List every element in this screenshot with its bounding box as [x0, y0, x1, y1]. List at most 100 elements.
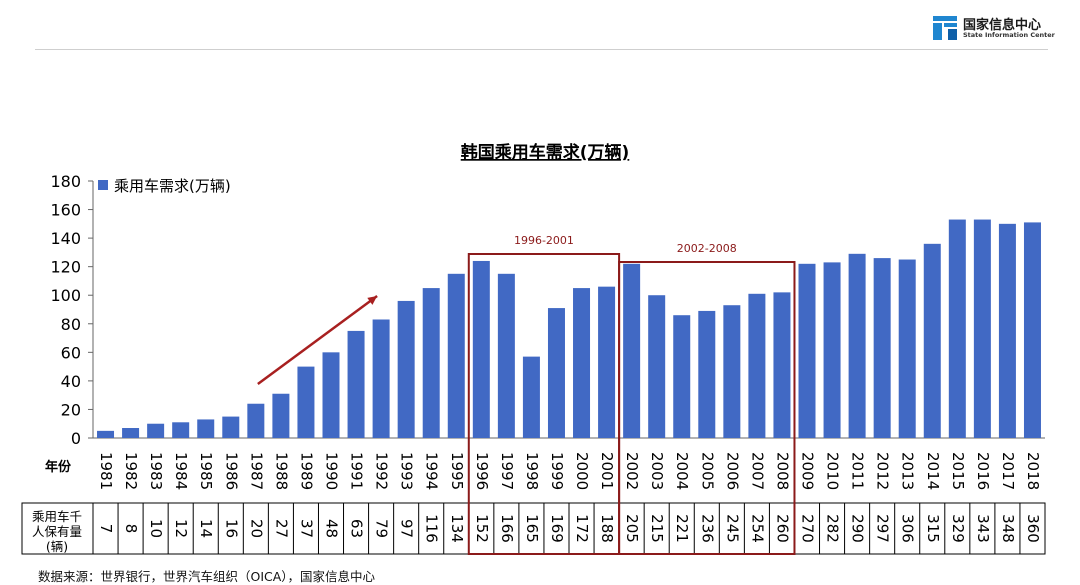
bar-2000: [573, 288, 591, 438]
bar-2017: [998, 223, 1016, 438]
x-tick-label-2009: 2009: [799, 452, 817, 490]
x-tick-label-1982: 1982: [122, 452, 140, 490]
y-tick-label: 0: [71, 429, 81, 448]
x-tick-label-2002: 2002: [623, 452, 641, 490]
logo-text-en: State Information Center: [963, 31, 1055, 39]
y-tick-label: 180: [50, 172, 81, 191]
bar-2018: [1023, 222, 1041, 438]
x-tick-label-2001: 2001: [598, 452, 616, 490]
bar-1985: [197, 419, 215, 438]
x-tick-label-1992: 1992: [373, 452, 391, 490]
x-tick-label-1985: 1985: [197, 452, 215, 490]
bar-2010: [823, 262, 841, 438]
bar-2007: [748, 293, 766, 438]
x-tick-label-1997: 1997: [498, 452, 516, 490]
data-source-note: 数据来源：世界银行，世界汽车组织（OICA），国家信息中心: [38, 569, 376, 584]
y-tick-label: 140: [50, 229, 81, 248]
highlight-box-2002-2008: [618, 261, 796, 555]
bar-1982: [122, 428, 140, 438]
bar-1989: [297, 366, 315, 438]
bar-2009: [798, 263, 816, 438]
table-cell-2015: 329: [949, 514, 967, 543]
bar-1990: [322, 352, 340, 438]
bar-2003: [648, 295, 666, 438]
x-tick-label-1983: 1983: [147, 452, 165, 490]
table-cell-2006: 245: [723, 514, 741, 543]
x-tick-label-1988: 1988: [272, 452, 290, 490]
x-tick-label-2005: 2005: [698, 452, 716, 490]
bar-2005: [698, 310, 716, 438]
x-tick-label-1981: 1981: [97, 452, 115, 490]
table-cell-1995: 134: [448, 514, 466, 543]
bar-1981: [97, 430, 115, 438]
bar-1987: [247, 403, 265, 438]
bar-2001: [598, 286, 616, 438]
bar-1998: [522, 356, 540, 438]
x-tick-label-2008: 2008: [773, 452, 791, 490]
table-cell-2014: 315: [924, 514, 942, 543]
table-cell-2001: 188: [598, 514, 616, 543]
state-information-center-logo-icon: [933, 16, 957, 40]
x-tick-label-1995: 1995: [448, 452, 466, 490]
x-tick-label-2004: 2004: [673, 452, 691, 490]
y-tick-label: 160: [50, 201, 81, 220]
x-tick-label-2018: 2018: [1024, 452, 1042, 490]
y-tick-label: 80: [61, 315, 81, 334]
x-tick-label-2017: 2017: [999, 452, 1017, 490]
y-tick-label: 100: [50, 286, 81, 305]
y-tick-label: 40: [61, 372, 81, 391]
table-cell-1983: 10: [147, 519, 165, 538]
x-tick-label-2003: 2003: [648, 452, 666, 490]
table-cell-2007: 254: [748, 514, 766, 543]
bar-1997: [497, 273, 515, 438]
table-cell-1981: 7: [97, 524, 115, 534]
y-tick-label: 60: [61, 343, 81, 362]
table-cell-2017: 348: [999, 514, 1017, 543]
bar-2004: [673, 315, 691, 438]
trend-arrow-line: [257, 294, 378, 386]
x-tick-label-1994: 1994: [423, 452, 441, 490]
table-cell-1988: 27: [272, 519, 290, 538]
x-tick-label-2010: 2010: [824, 452, 842, 490]
table-cell-2002: 205: [623, 514, 641, 543]
highlight-label-1996-2001: 1996-2001: [514, 234, 574, 247]
x-tick-label-2013: 2013: [899, 452, 917, 490]
table-cell-1984: 12: [172, 519, 190, 538]
table-cell-1999: 169: [548, 514, 566, 543]
table-cell-1982: 8: [122, 524, 140, 534]
x-tick-label-2012: 2012: [874, 452, 892, 490]
trend-arrow-head: [367, 296, 378, 305]
y-tick-label: 120: [50, 258, 81, 277]
table-cell-2018: 360: [1024, 514, 1042, 543]
table-cell-2011: 290: [849, 514, 867, 543]
table-cell-2012: 297: [874, 514, 892, 543]
table-cell-1986: 16: [222, 519, 240, 538]
bar-1991: [347, 330, 365, 438]
table-cell-2003: 215: [648, 514, 666, 543]
header-divider: [35, 49, 1048, 50]
x-tick-label-2011: 2011: [849, 452, 867, 490]
table-row-label: 乘用车千人保有量(辆): [32, 509, 82, 554]
bar-1995: [447, 273, 465, 438]
bar-1994: [422, 288, 440, 438]
table-cell-2005: 236: [698, 514, 716, 543]
bar-1983: [147, 423, 165, 438]
x-tick-label-1986: 1986: [222, 452, 240, 490]
chart-title: 韩国乘用车需求(万辆): [461, 142, 630, 163]
bar-1992: [372, 319, 390, 438]
table-cell-1996: 152: [473, 514, 491, 543]
table-cell-1993: 97: [398, 519, 416, 538]
bar-1988: [272, 393, 290, 438]
logo-text-cn: 国家信息中心: [963, 18, 1042, 33]
bar-2008: [773, 292, 791, 438]
bar-2012: [873, 258, 891, 438]
bar-1993: [397, 300, 415, 438]
table-cell-1994: 116: [423, 514, 441, 543]
x-tick-label-1989: 1989: [297, 452, 315, 490]
table-cell-1989: 37: [297, 519, 315, 538]
bar-1984: [172, 422, 190, 438]
x-tick-label-2015: 2015: [949, 452, 967, 490]
bar-2015: [948, 219, 966, 438]
x-tick-label-2006: 2006: [723, 452, 741, 490]
